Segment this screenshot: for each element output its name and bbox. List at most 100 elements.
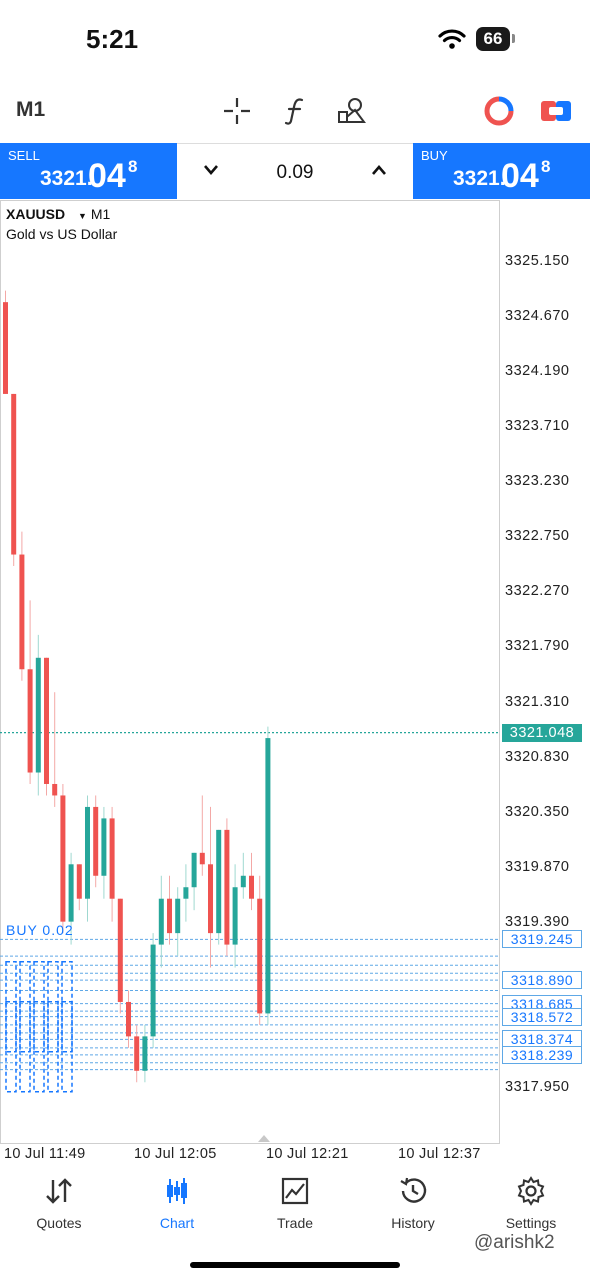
nav-settings[interactable]: [472, 1176, 590, 1211]
candle-body: [158, 898, 164, 945]
candle-body: [175, 898, 181, 934]
chart-description: Gold vs US Dollar: [6, 226, 118, 242]
chart-area[interactable]: [0, 200, 500, 1144]
dropdown-arrow-icon: ▼: [78, 211, 87, 221]
settings-icon: [517, 1176, 545, 1206]
buy-button[interactable]: BUY 3321. 04 8: [413, 143, 590, 199]
sell-price-big: 04: [88, 157, 126, 195]
order-price-label: 3318.239: [502, 1045, 582, 1064]
order-marker: [33, 961, 45, 1053]
nav-settings-label: Settings: [505, 1215, 557, 1231]
candle-body: [11, 393, 17, 555]
nav-chart[interactable]: [118, 1176, 236, 1211]
candlestick-chart: [0, 290, 500, 1093]
candle-body: [68, 864, 74, 922]
current-price-label: 3321.048: [502, 724, 582, 742]
nav-history[interactable]: [354, 1176, 472, 1211]
candle-body: [232, 887, 238, 945]
nav-history-label: History: [391, 1215, 435, 1231]
wifi-icon: [438, 29, 466, 49]
chart-timeframe-label: M1: [90, 206, 111, 222]
candle-body: [265, 738, 271, 1014]
order-price-label: 3318.572: [502, 1007, 582, 1026]
candle-body: [85, 806, 90, 899]
candle-body: [191, 852, 197, 888]
order-price-label: 3318.890: [502, 971, 582, 990]
candle-body: [199, 852, 205, 865]
order-label: BUY 0.02: [6, 922, 74, 938]
candle-body: [19, 554, 25, 670]
candle-body: [27, 669, 33, 773]
time-label: 10 Jul 12:05: [134, 1146, 217, 1162]
order-marker: [61, 1001, 73, 1093]
order-marker: [19, 961, 31, 1053]
chart-timeframe: ▼ M1: [78, 206, 110, 222]
watermark: @arishk2: [474, 1232, 555, 1253]
status-time: 5:21: [86, 24, 139, 54]
candle-body: [208, 864, 213, 934]
trade-panel-icon[interactable]: [540, 98, 572, 124]
order-marker: [61, 961, 73, 1053]
timeframe-button[interactable]: M1: [16, 98, 46, 121]
history-icon: [400, 1177, 427, 1203]
candle-body: [224, 829, 230, 945]
chevron-down-icon[interactable]: [203, 164, 219, 176]
chevron-up-icon[interactable]: [371, 164, 387, 176]
order-marker: [47, 1001, 59, 1093]
indicators-icon[interactable]: [282, 96, 308, 126]
nav-trade[interactable]: [236, 1176, 354, 1211]
order-price-label: 3319.245: [502, 930, 582, 949]
sell-price-sup: 8: [128, 157, 138, 176]
candle-body: [60, 795, 66, 922]
home-indicator: [190, 1262, 400, 1268]
candle-body: [134, 1036, 140, 1071]
candle-body: [126, 1001, 131, 1037]
order-marker: [33, 1001, 45, 1093]
battery-tip: [512, 34, 515, 43]
candle-body: [240, 875, 246, 888]
order-marker: [5, 961, 17, 1053]
time-label: 10 Jul 11:49: [4, 1146, 86, 1162]
time-label: 10 Jul 12:21: [266, 1146, 349, 1162]
candle-body: [183, 887, 189, 899]
order-price-label: 3318.374: [502, 1030, 582, 1049]
candle-body: [117, 898, 123, 1002]
scroll-marker-icon[interactable]: [257, 1133, 271, 1143]
candle-body: [93, 806, 99, 876]
sell-button[interactable]: SELL 3321. 04 8: [0, 143, 177, 199]
time-label: 10 Jul 12:37: [398, 1146, 481, 1162]
candle-body: [150, 944, 156, 1037]
candle-body: [142, 1036, 148, 1071]
sell-label: SELL: [8, 148, 40, 163]
candle-body: [109, 818, 115, 899]
order-marker: [19, 1001, 31, 1093]
objects-icon[interactable]: [336, 96, 368, 126]
battery-level: 66: [476, 27, 510, 51]
crosshair-icon[interactable]: [222, 96, 252, 126]
buy-price-sup: 8: [541, 157, 551, 176]
trade-icon: [281, 1177, 309, 1205]
order-marker: [47, 961, 59, 1053]
candle-body: [101, 818, 107, 876]
chart-icon: [167, 1178, 187, 1204]
lot-value[interactable]: 0.09: [276, 162, 314, 183]
one-click-trading-icon[interactable]: [484, 96, 514, 126]
quotes-icon: [46, 1178, 72, 1204]
candle-body: [3, 302, 8, 394]
candle-body: [216, 829, 222, 934]
candle-body: [35, 657, 41, 773]
buy-label: BUY: [421, 148, 448, 163]
candle-body: [257, 898, 263, 1014]
candle-body: [52, 783, 58, 796]
nav-quotes[interactable]: [0, 1176, 118, 1211]
chart-symbol[interactable]: XAUUSD: [6, 206, 66, 222]
nav-chart-label: Chart: [159, 1215, 195, 1231]
candle-body: [44, 657, 49, 784]
nav-trade-label: Trade: [276, 1215, 314, 1231]
candle-body: [249, 875, 254, 899]
order-marker: [5, 1001, 17, 1093]
sell-price-main: 3321.: [40, 167, 93, 190]
buy-price-big: 04: [501, 157, 539, 195]
nav-quotes-label: Quotes: [36, 1215, 82, 1231]
buy-price-main: 3321.: [453, 167, 506, 190]
